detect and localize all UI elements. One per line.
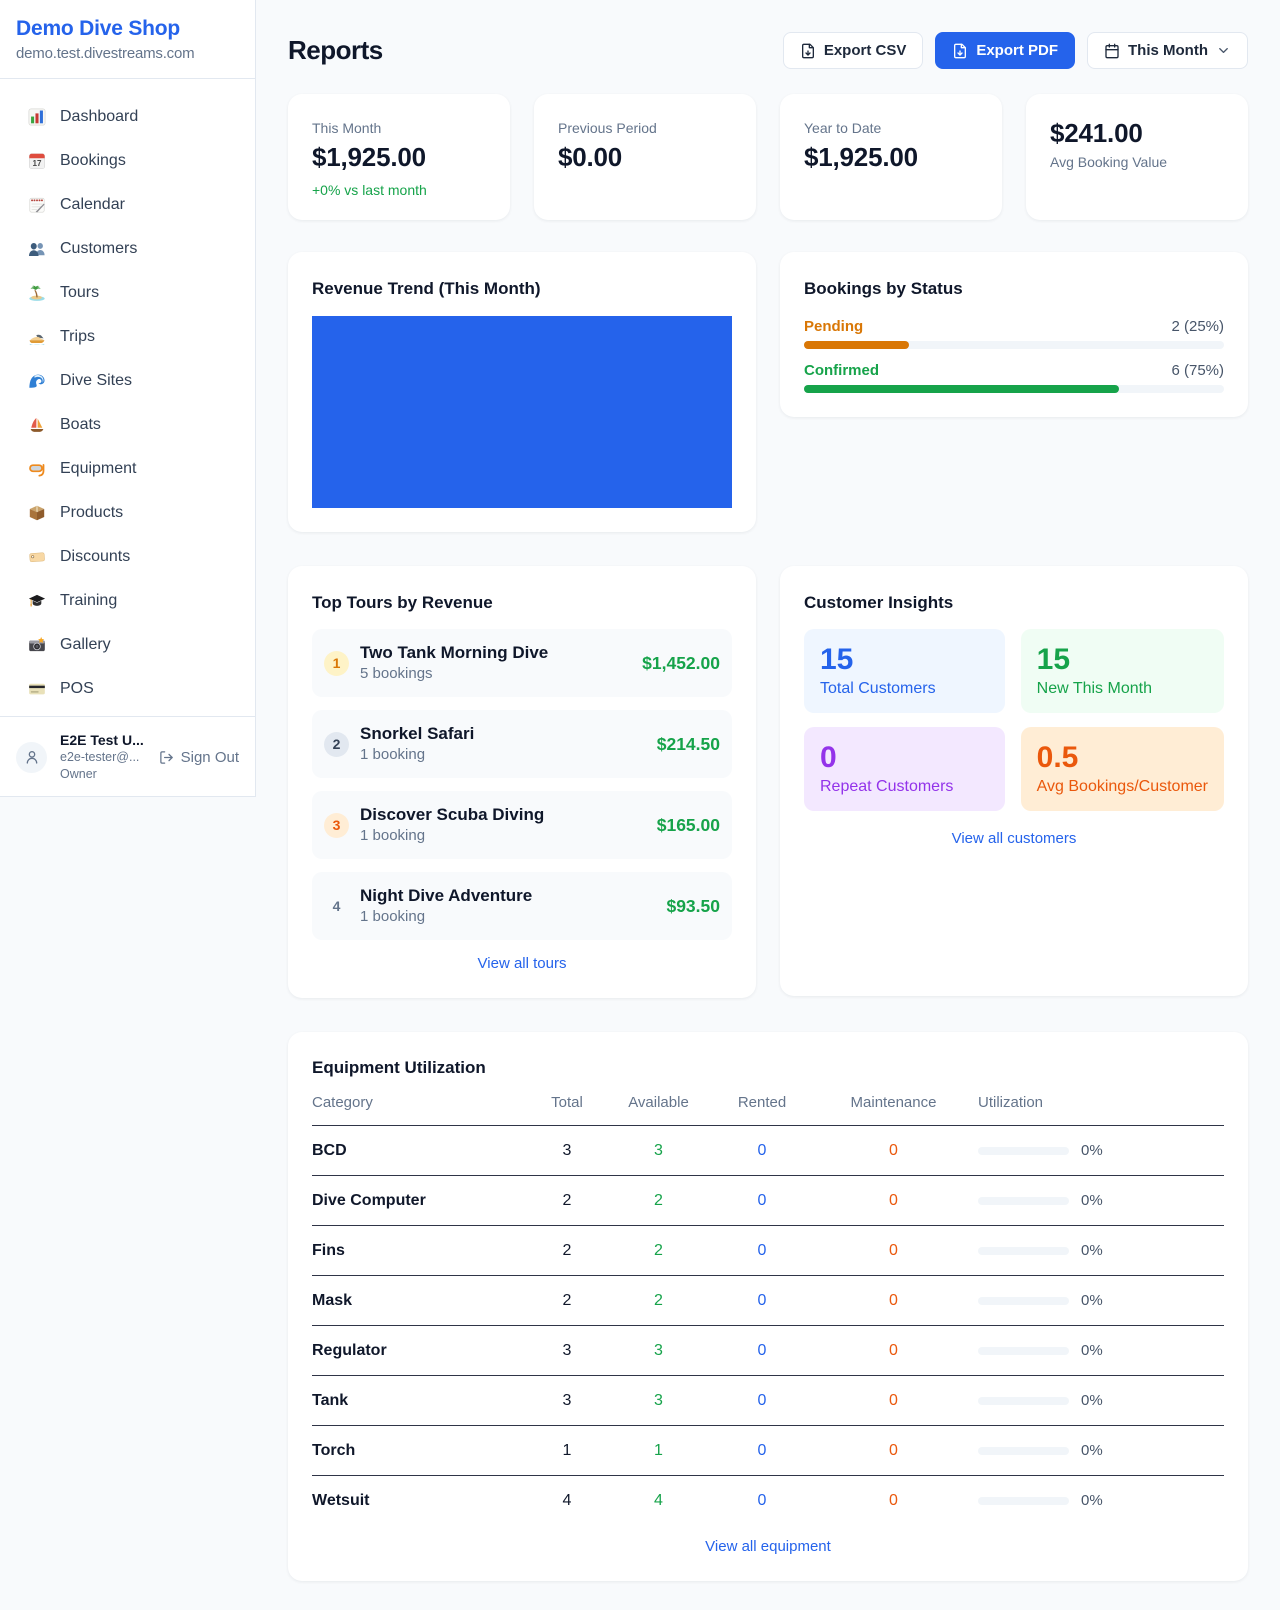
svg-text:17: 17 (33, 159, 42, 168)
